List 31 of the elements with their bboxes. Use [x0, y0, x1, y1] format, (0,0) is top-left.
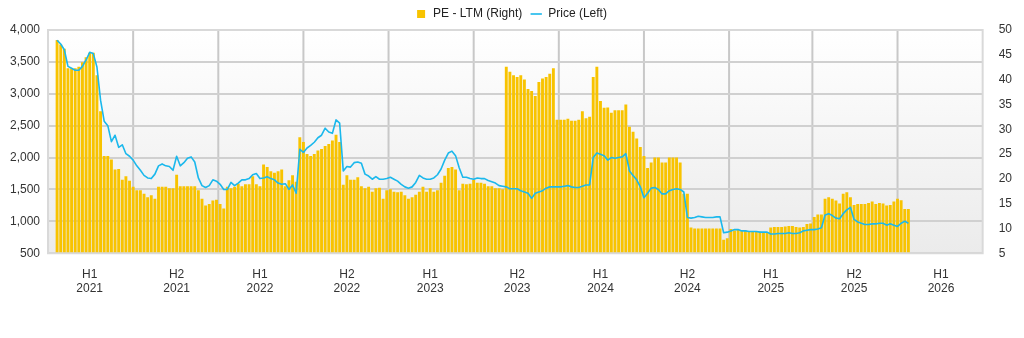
- x-tick-label: H1 2023: [416, 266, 444, 296]
- y-tick-label: 3,500: [10, 54, 41, 69]
- y2-tick-label: 40: [998, 71, 1013, 86]
- y-tick-label: 4,000: [10, 22, 41, 37]
- x-tick-label: H1 2022: [246, 266, 274, 296]
- y-tick-label: 1,000: [10, 213, 41, 228]
- y-tick-label: 500: [20, 245, 41, 260]
- legend-label: PE - LTM (Right): [433, 6, 523, 21]
- x-tick-label: H2 2024: [674, 266, 702, 296]
- x-tick-label: H1 2025: [757, 266, 785, 296]
- y2-tick-label: 25: [998, 146, 1013, 161]
- x-tick-label: H2 2021: [163, 266, 191, 296]
- y2-tick-label: 50: [998, 22, 1013, 37]
- y2-tick-label: 20: [998, 171, 1013, 186]
- y2-tick-label: 30: [998, 121, 1013, 136]
- x-tick-label: H2 2025: [840, 266, 868, 296]
- y-tick-label: 2,000: [10, 149, 41, 164]
- x-tick-label: H2 2022: [333, 266, 361, 296]
- y2-tick-label: 10: [998, 220, 1013, 235]
- legend-label: Price (Left): [548, 6, 607, 21]
- y2-tick-label: 5: [998, 245, 1006, 260]
- y-tick-label: 2,500: [10, 117, 41, 132]
- y-tick-label: 1,500: [10, 181, 41, 196]
- y2-tick-label: 35: [998, 96, 1013, 111]
- y2-tick-label: 45: [998, 47, 1013, 62]
- x-tick-label: H2 2023: [503, 266, 531, 296]
- y-tick-label: 3,000: [10, 86, 41, 101]
- x-tick-label: H1 2026: [927, 266, 955, 296]
- y2-tick-label: 15: [998, 195, 1013, 210]
- x-tick-label: H1 2021: [76, 266, 104, 296]
- x-tick-label: H1 2024: [587, 266, 615, 296]
